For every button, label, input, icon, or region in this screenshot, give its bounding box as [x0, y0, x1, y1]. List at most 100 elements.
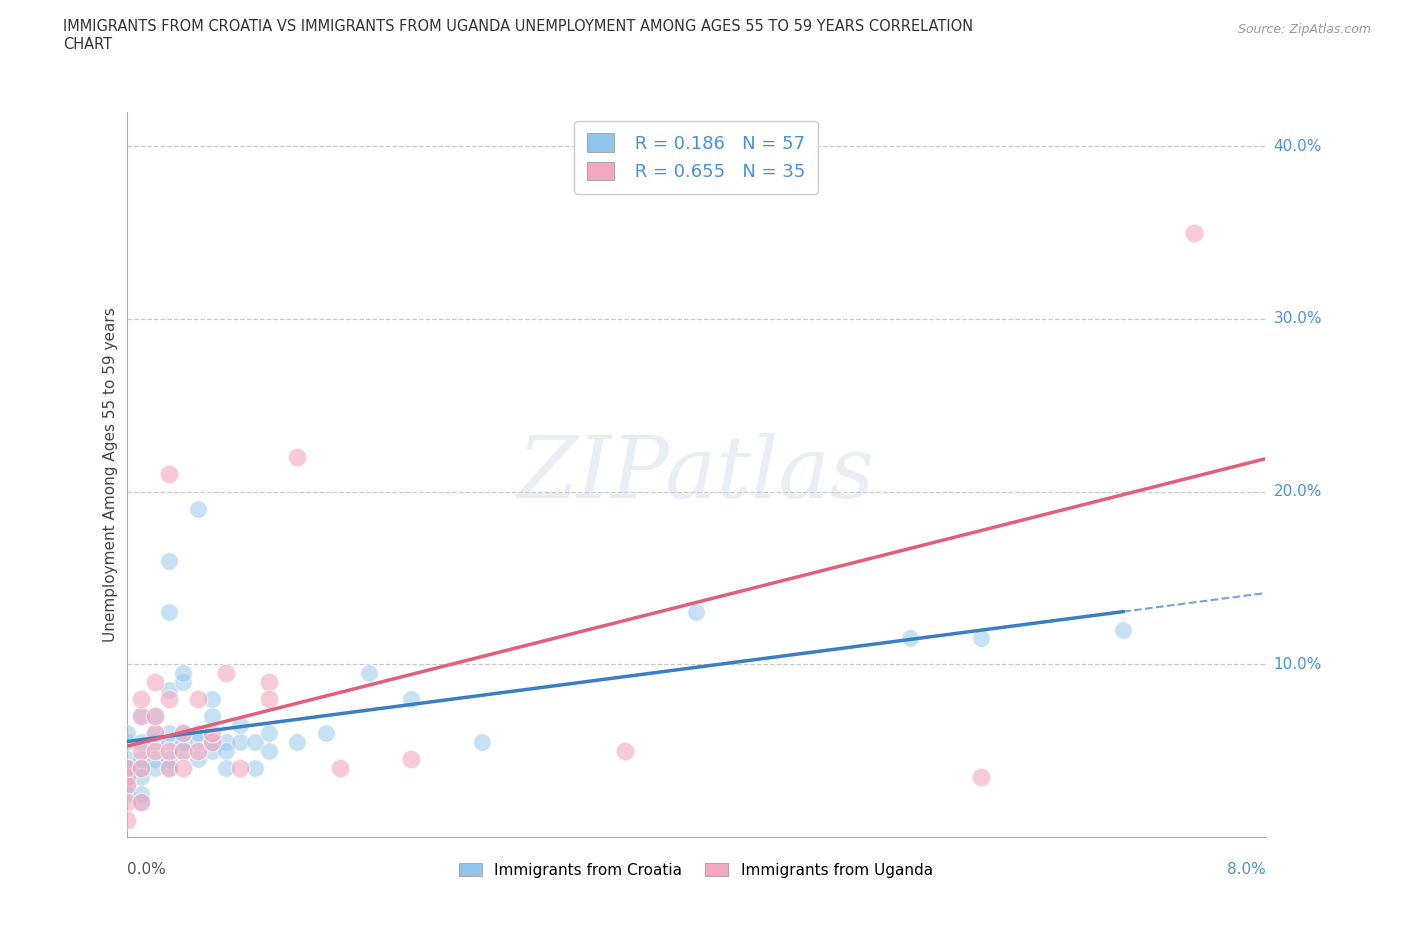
Text: CHART: CHART [63, 37, 112, 52]
Point [229, 761, 252, 776]
Text: 8.0%: 8.0% [1226, 862, 1265, 877]
Point [229, 735, 252, 750]
Point [201, 691, 224, 706]
Point [257, 674, 280, 689]
Point [201, 743, 224, 758]
Point [157, 553, 180, 568]
Point [187, 751, 209, 766]
Point [201, 735, 224, 750]
Point [115, 769, 138, 784]
Point [115, 795, 138, 810]
Point [401, 691, 423, 706]
Text: 40.0%: 40.0% [1274, 139, 1322, 153]
Point [129, 735, 152, 750]
Text: IMMIGRANTS FROM CROATIA VS IMMIGRANTS FROM UGANDA UNEMPLOYMENT AMONG AGES 55 TO : IMMIGRANTS FROM CROATIA VS IMMIGRANTS FR… [63, 19, 973, 33]
Point [329, 761, 352, 776]
Point [115, 761, 138, 776]
Point [172, 666, 194, 681]
Point [401, 751, 423, 766]
Point [172, 674, 194, 689]
Point [129, 761, 152, 776]
Point [172, 761, 194, 776]
Point [115, 726, 138, 741]
Legend: Immigrants from Croatia, Immigrants from Uganda: Immigrants from Croatia, Immigrants from… [453, 857, 939, 884]
Point [215, 761, 238, 776]
Point [157, 735, 180, 750]
Point [143, 743, 166, 758]
Point [129, 761, 152, 776]
Point [970, 631, 993, 645]
Point [143, 674, 166, 689]
Point [143, 761, 166, 776]
Point [229, 717, 252, 732]
Point [143, 726, 166, 741]
Point [201, 709, 224, 724]
Point [129, 795, 152, 810]
Point [129, 691, 152, 706]
Point [257, 743, 280, 758]
Text: 20.0%: 20.0% [1274, 485, 1322, 499]
Point [187, 726, 209, 741]
Point [1182, 225, 1205, 240]
Point [115, 761, 138, 776]
Point [143, 735, 166, 750]
Point [157, 751, 180, 766]
Point [115, 735, 138, 750]
Point [157, 743, 180, 758]
Point [187, 735, 209, 750]
Point [143, 709, 166, 724]
Point [215, 666, 238, 681]
Text: 0.0%: 0.0% [127, 862, 166, 877]
Point [143, 709, 166, 724]
Point [970, 769, 993, 784]
Point [157, 467, 180, 482]
Point [143, 726, 166, 741]
Point [315, 726, 337, 741]
Text: 30.0%: 30.0% [1274, 312, 1322, 326]
Point [187, 743, 209, 758]
Point [143, 751, 166, 766]
Point [287, 735, 309, 750]
Point [129, 709, 152, 724]
Point [172, 743, 194, 758]
Point [187, 691, 209, 706]
Point [115, 777, 138, 792]
Text: Source: ZipAtlas.com: Source: ZipAtlas.com [1237, 23, 1371, 36]
Point [243, 735, 266, 750]
Point [129, 709, 152, 724]
Point [115, 787, 138, 802]
Point [129, 743, 152, 758]
Point [157, 761, 180, 776]
Text: ZIPatlas: ZIPatlas [517, 433, 875, 515]
Text: 10.0%: 10.0% [1274, 657, 1322, 671]
Point [172, 726, 194, 741]
Point [157, 605, 180, 620]
Point [157, 683, 180, 698]
Point [1112, 622, 1135, 637]
Point [613, 743, 636, 758]
Point [243, 761, 266, 776]
Point [215, 735, 238, 750]
Point [157, 761, 180, 776]
Point [157, 691, 180, 706]
Y-axis label: Unemployment Among Ages 55 to 59 years: Unemployment Among Ages 55 to 59 years [103, 307, 118, 642]
Point [471, 735, 494, 750]
Point [201, 726, 224, 741]
Point [187, 501, 209, 516]
Point [157, 726, 180, 741]
Point [172, 735, 194, 750]
Point [685, 605, 707, 620]
Point [129, 795, 152, 810]
Point [172, 726, 194, 741]
Point [357, 666, 380, 681]
Point [115, 769, 138, 784]
Point [129, 769, 152, 784]
Point [115, 751, 138, 766]
Point [115, 777, 138, 792]
Point [201, 735, 224, 750]
Point [257, 691, 280, 706]
Point [129, 751, 152, 766]
Point [257, 726, 280, 741]
Point [172, 743, 194, 758]
Point [115, 812, 138, 827]
